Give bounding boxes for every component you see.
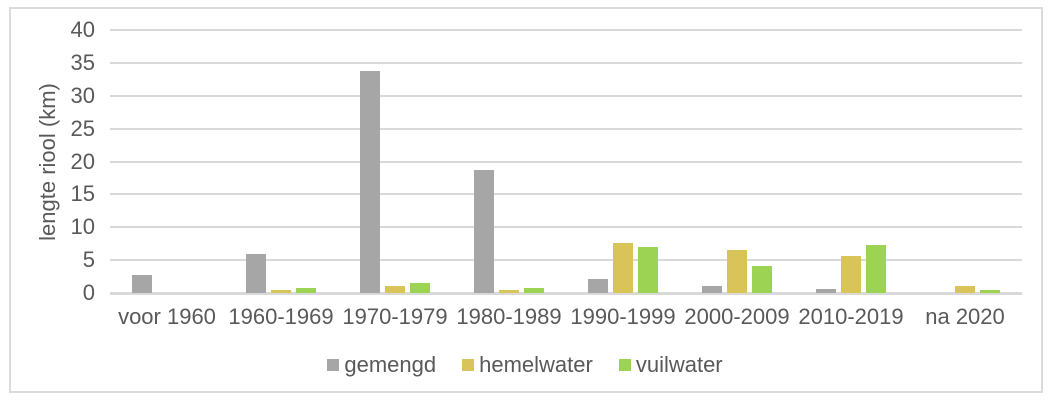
gridline-0: [110, 292, 1022, 295]
y-tick-label-5: 5: [82, 247, 95, 273]
vuilwater-bar: [752, 266, 772, 293]
gridline-40: [110, 29, 1022, 31]
legend-label: gemengd: [344, 352, 437, 377]
chart-frame: [9, 7, 1043, 393]
gridline-10: [110, 226, 1022, 229]
legend-item-hemelwater: hemelwater: [462, 352, 593, 378]
gemengd-bar: [702, 286, 722, 293]
gridline-35: [110, 61, 1022, 64]
gemengd-bar: [474, 170, 494, 293]
bar-group-1960-1969: [246, 254, 316, 293]
bar-group-voor 1960: [132, 275, 202, 293]
y-tick-label-35: 35: [70, 49, 95, 75]
gridline-15: [110, 193, 1022, 196]
gridline-20: [110, 160, 1022, 163]
gemengd-bar: [132, 275, 152, 293]
x-axis-label: 1960-1969: [228, 304, 334, 329]
legend-label: vuilwater: [635, 352, 723, 377]
x-axis-label: 2000-2009: [684, 304, 790, 329]
hemelwater-bar: [613, 243, 633, 293]
y-tick-label-10: 10: [70, 214, 95, 240]
y-tick-label-40: 40: [70, 17, 95, 42]
gemengd-bar: [816, 289, 836, 293]
y-tick-label-25: 25: [70, 115, 95, 141]
gemengd-bar: [360, 71, 380, 293]
vuilwater-bar: [866, 245, 886, 293]
bar-group-1970-1979: [360, 71, 430, 293]
bar-group-2000-2009: [702, 250, 772, 293]
vuilwater-bar: [296, 288, 316, 293]
vuilwater-bar: [524, 288, 544, 293]
legend-item-vuilwater: vuilwater: [618, 352, 723, 378]
legend-label: hemelwater: [479, 352, 593, 377]
x-axis-label: 2010-2019: [798, 304, 904, 329]
bar-group-1980-1989: [474, 170, 544, 293]
vuilwater-bar: [980, 290, 1000, 293]
x-axis-label: voor 1960: [118, 304, 216, 329]
bar-group-na 2020: [930, 286, 1000, 293]
legend-item-gemengd: gemengd: [327, 352, 436, 378]
x-axis-label: 1990-1999: [570, 304, 676, 329]
hemelwater-bar: [955, 286, 975, 293]
bar-group-1990-1999: [588, 243, 658, 293]
gridline-25: [110, 127, 1022, 130]
y-tick-label-20: 20: [70, 148, 95, 174]
legend-swatch-icon: [618, 359, 631, 371]
x-axis-label: 1980-1989: [456, 304, 562, 329]
vuilwater-bar: [638, 247, 658, 293]
vuilwater-bar: [410, 283, 430, 293]
gemengd-bar: [588, 279, 608, 293]
hemelwater-bar: [727, 250, 747, 293]
x-axis-label: 1970-1979: [342, 304, 448, 329]
legend-swatch-icon: [327, 359, 340, 371]
hemelwater-bar: [271, 290, 291, 293]
hemelwater-bar: [385, 286, 405, 293]
y-tick-label-30: 30: [70, 82, 95, 108]
hemelwater-bar: [841, 256, 861, 293]
x-axis-label: na 2020: [925, 304, 1005, 329]
gemengd-bar: [246, 254, 266, 293]
bar-group-2010-2019: [816, 245, 886, 293]
gridline-30: [110, 94, 1022, 97]
legend-swatch-icon: [462, 359, 475, 371]
hemelwater-bar: [499, 290, 519, 293]
gridline-5: [110, 259, 1022, 262]
y-tick-label-0: 0: [82, 280, 95, 305]
legend: gemengd hemelwater vuilwater: [0, 352, 1050, 378]
y-tick-label-15: 15: [70, 181, 95, 207]
